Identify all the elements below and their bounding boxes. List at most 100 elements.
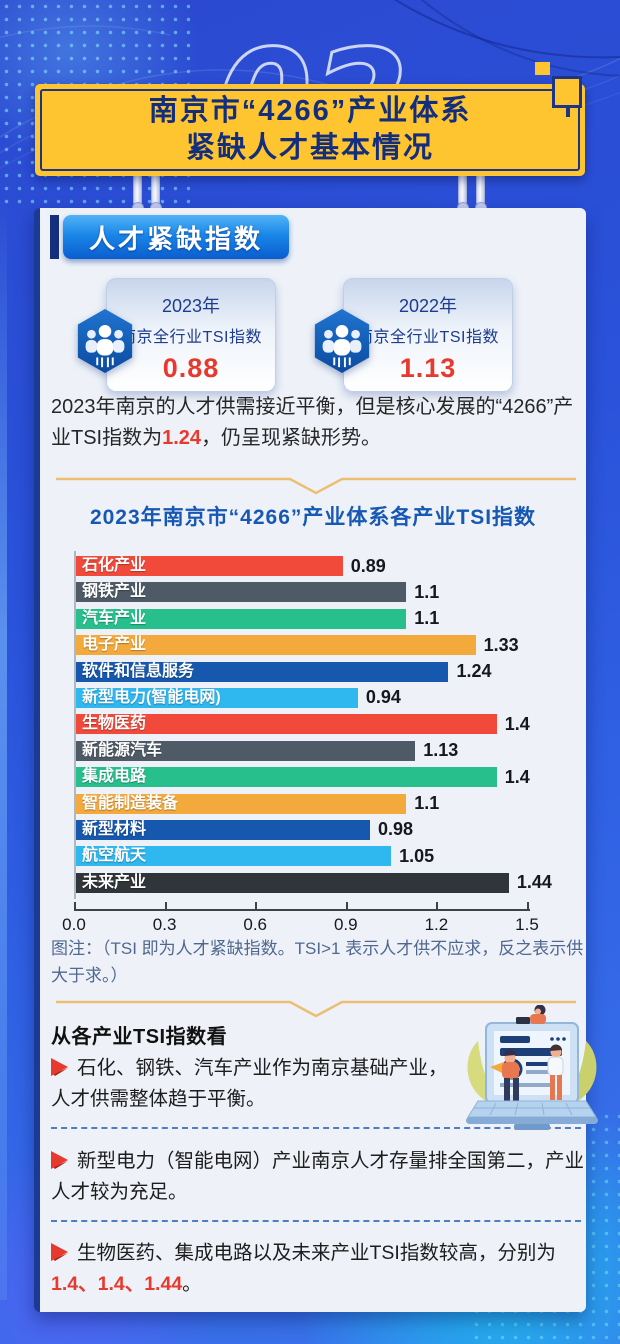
x-axis-tick-label: 0.0 (62, 915, 86, 934)
bar-chart: 石化产业 0.89 钢铁产业 1.1 汽车产业 1.1 电子产业 1.33 软件和信息服务 1.2… (74, 551, 584, 899)
bar: 新型材料 (74, 819, 370, 840)
bar: 软件和信息服务 (74, 661, 449, 682)
bar-row: 新型电力(智能电网) 0.94 (74, 687, 584, 708)
analysis-bullet-2: 新型电力（智能电网）产业南京人才存量排全国第二，产业人才较为充足。 (51, 1146, 587, 1208)
analysis-heading: 从各产业TSI指数看 (51, 1026, 228, 1048)
bar: 集成电路 (74, 767, 497, 788)
bar-category-label: 软件和信息服务 (82, 662, 195, 680)
x-axis-tick (164, 902, 167, 910)
bar-value-label: 1.1 (414, 581, 440, 602)
bar: 新能源汽车 (74, 740, 416, 761)
bar-category-label: 未来产业 (82, 873, 147, 891)
x-axis: 0.0 0.3 0.6 0.9 1.2 1.5 (62, 902, 554, 944)
chart-axis-spine (74, 551, 76, 899)
x-axis-tick (345, 902, 348, 910)
bar: 未来产业 (74, 872, 509, 893)
chevron-divider (56, 1000, 576, 1018)
bar-row: 航空航天 1.05 (74, 845, 584, 867)
analysis-bullet-3: 生物医药、集成电路以及未来产业TSI指数较高，分别为 1.4、1.4、1.44。 (51, 1238, 587, 1300)
bar-value-label: 1.1 (414, 608, 440, 629)
x-axis-tick-label: 0.3 (152, 915, 177, 934)
content-card: 人才紧缺指数 2023年 南京全行业TSI指数 0.88 2022年 南京全行业… (34, 208, 598, 1312)
tsi-card-2023: 2023年 南京全行业TSI指数 0.88 (106, 278, 276, 392)
bar-row: 智能制造装备 1.1 (74, 793, 584, 814)
left-edge-highlight (0, 200, 7, 1300)
summary-highlight: 1.24 (162, 427, 202, 449)
x-axis-tick (74, 902, 76, 910)
bar-category-label: 生物医药 (82, 715, 147, 733)
triangle-bullet-icon (51, 1243, 68, 1261)
pin-square-icon (552, 76, 582, 117)
bar-category-label: 钢铁产业 (82, 583, 147, 601)
tsi-year: 2023年 (161, 296, 221, 316)
summary-paragraph: 2023年南京的人才供需接近平衡，但是核心发展的“4266”产业TSI指数为1.… (51, 392, 587, 454)
x-axis-tick (527, 902, 529, 910)
bar-row: 软件和信息服务 1.24 (74, 661, 584, 682)
bar-category-label: 航空航天 (82, 847, 147, 865)
title-banner: 南京市“4266”产业体系 紧缺人才基本情况 (35, 84, 585, 176)
bullet-text-post: 。 (182, 1273, 202, 1295)
bar: 新型电力(智能电网) (74, 687, 358, 708)
bar-value-label: 1.4 (504, 766, 530, 787)
x-axis-tick (255, 902, 258, 910)
chevron-divider (56, 477, 576, 495)
bar: 汽车产业 (74, 608, 407, 629)
x-axis-tick-label: 0.9 (333, 915, 358, 934)
banner-title-line1: 南京市“4266”产业体系 (148, 95, 472, 127)
banner-title-line2: 紧缺人才基本情况 (185, 132, 434, 164)
laptop-illustration (466, 1005, 598, 1130)
bar-value-label: 1.05 (399, 845, 435, 866)
tsi-year: 2022年 (398, 296, 458, 316)
tsi-label: 南京全行业TSI指数 (357, 329, 499, 346)
section-header-pill: 人才紧缺指数 (63, 215, 290, 259)
bar-value-label: 1.24 (456, 661, 492, 682)
bar-row: 集成电路 1.4 (74, 766, 584, 788)
bar: 电子产业 (74, 635, 476, 656)
dashed-divider (51, 1127, 581, 1129)
bullet-highlight: 1.4、1.4、1.44 (51, 1273, 183, 1295)
bar-value-label: 0.98 (377, 819, 413, 840)
bar: 生物医药 (74, 714, 497, 735)
bar-row: 未来产业 1.44 (74, 872, 584, 893)
bar: 智能制造装备 (74, 793, 407, 814)
bar-category-label: 电子产业 (82, 636, 147, 654)
chart-title: 2023年南京市“4266”产业体系各产业TSI指数 (89, 506, 537, 529)
section-header-label: 人才紧缺指数 (89, 223, 264, 254)
x-axis-tick-label: 1.2 (424, 915, 449, 934)
x-axis-tick-label: 1.5 (515, 915, 539, 934)
bar-category-label: 智能制造装备 (82, 794, 179, 812)
people-hexagon-icon (77, 309, 133, 373)
bar: 钢铁产业 (74, 582, 407, 603)
x-axis-tick (436, 902, 439, 910)
bar-row: 汽车产业 1.1 (74, 608, 584, 629)
section-accent-bar (50, 215, 59, 259)
people-hexagon-icon (314, 309, 370, 373)
bar-row: 石化产业 0.89 (74, 556, 584, 576)
bar-category-label: 新型材料 (82, 820, 147, 838)
tsi-card-2022: 2022年 南京全行业TSI指数 1.13 (343, 278, 513, 392)
bar-row: 钢铁产业 1.1 (74, 581, 584, 603)
bullet-text: 生物医药、集成电路以及未来产业TSI指数较高，分别为 (77, 1242, 556, 1264)
x-axis-line (74, 909, 530, 911)
bar-value-label: 1.44 (516, 872, 552, 893)
tsi-label: 南京全行业TSI指数 (120, 329, 262, 346)
bar-value-label: 1.33 (483, 634, 519, 655)
x-axis-tick-label: 0.6 (243, 915, 268, 934)
bar: 石化产业 (74, 556, 343, 576)
bar-value-label: 1.4 (504, 713, 530, 734)
bar-category-label: 汽车产业 (82, 609, 147, 627)
triangle-bullet-icon (51, 1058, 68, 1076)
analysis-bullet-1: 石化、钢铁、汽车产业作为南京基础产业，人才供需整体趋于平衡。 (51, 1053, 453, 1115)
summary-text: 2023年南京的人才供需接近平衡，但是核心发展的“4266”产业TSI指数为 (51, 396, 574, 449)
bar-value-label: 1.13 (423, 740, 459, 761)
bar-row: 生物医药 1.4 (74, 713, 584, 735)
chart-footnote: 图注：（TSI 即为人才紧缺指数。TSI>1 表示人才供不应求，反之表示供大于求… (51, 939, 584, 985)
bar-value-label: 1.1 (414, 793, 440, 814)
bar-row: 新能源汽车 1.13 (74, 740, 584, 761)
summary-text-post: ，仍呈现紧缺形势。 (201, 427, 382, 449)
triangle-bullet-icon (51, 1151, 68, 1169)
bar-category-label: 新能源汽车 (82, 741, 163, 759)
pin-square-small-icon (535, 62, 550, 75)
bar-category-label: 石化产业 (82, 557, 147, 574)
